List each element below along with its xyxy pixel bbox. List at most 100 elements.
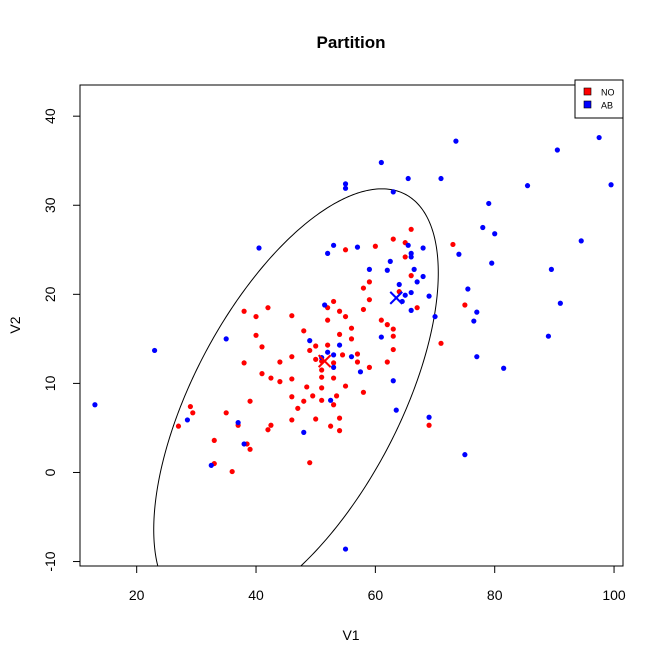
data-point-ab	[354, 244, 361, 250]
legend-label-no: NO	[601, 88, 615, 98]
data-point-no	[295, 405, 301, 411]
data-point-ab	[492, 231, 498, 237]
data-point-no	[402, 254, 408, 260]
data-point-no	[342, 383, 349, 389]
data-point-no	[342, 313, 349, 320]
data-point-ab	[184, 417, 191, 423]
data-point-no	[384, 322, 390, 328]
data-point-no	[325, 317, 331, 323]
data-point-ab	[548, 266, 554, 272]
data-point-ab	[330, 242, 337, 248]
data-points	[92, 101, 614, 552]
data-point-no	[310, 393, 316, 399]
data-point-ab	[524, 183, 531, 189]
data-point-no	[313, 343, 319, 349]
data-point-no	[348, 336, 355, 342]
legend-swatch-no	[583, 87, 592, 96]
data-point-ab	[151, 347, 158, 354]
data-point-ab	[405, 242, 411, 248]
y-tick-label: 20	[42, 286, 58, 302]
data-point-no	[426, 422, 432, 428]
data-point-ab	[378, 159, 384, 166]
x-tick-label: 20	[129, 587, 145, 603]
data-point-ab	[402, 292, 408, 298]
x-tick-label: 100	[602, 587, 626, 603]
centroid-ab	[389, 291, 403, 305]
data-point-no	[253, 332, 259, 338]
data-point-ab	[390, 378, 396, 384]
data-point-no	[289, 394, 295, 400]
confidence-ellipse	[153, 188, 439, 566]
data-point-no	[247, 446, 253, 452]
data-point-no	[319, 397, 325, 403]
data-point-ab	[426, 293, 432, 299]
y-tick-label: -10	[42, 551, 58, 571]
x-tick-label: 60	[368, 587, 384, 603]
data-point-no	[289, 417, 295, 423]
data-point-ab	[432, 313, 438, 320]
data-point-no	[390, 326, 396, 332]
data-point-no	[259, 371, 265, 377]
data-point-no	[265, 305, 271, 311]
data-point-no	[289, 313, 295, 319]
legend-label-ab: AB	[601, 101, 613, 111]
data-point-no	[339, 352, 346, 358]
data-point-no	[265, 427, 271, 433]
data-point-no	[366, 364, 373, 370]
data-point-ab	[322, 302, 328, 308]
data-point-ab	[325, 250, 331, 256]
data-point-no	[247, 398, 253, 404]
data-point-no	[229, 468, 235, 475]
data-point-no	[301, 328, 307, 334]
data-point-no	[253, 313, 259, 320]
data-point-ab	[405, 175, 411, 182]
data-point-no	[175, 423, 182, 429]
data-point-ab	[241, 441, 247, 447]
data-point-no	[330, 360, 337, 366]
x-tick-label: 40	[248, 587, 264, 603]
x-axis: 20 40 60 80 100	[129, 565, 626, 603]
data-point-no	[366, 297, 373, 303]
data-point-no	[319, 374, 325, 380]
data-point-ab	[486, 200, 492, 207]
data-point-ab	[471, 318, 477, 324]
x-tick-label: 80	[487, 587, 503, 603]
data-point-no	[325, 342, 331, 348]
data-point-no	[307, 460, 313, 466]
data-point-no	[330, 298, 337, 305]
centroid-no	[317, 354, 332, 368]
data-point-no	[304, 384, 310, 390]
data-point-no	[336, 415, 343, 421]
data-point-no	[390, 236, 396, 242]
data-point-ab	[608, 182, 614, 188]
plot-frame	[79, 84, 624, 567]
data-point-ab	[256, 245, 262, 251]
data-point-ab	[557, 300, 563, 306]
data-point-no	[408, 226, 414, 232]
data-point-no	[223, 410, 229, 416]
data-point-no	[330, 402, 337, 408]
data-point-no	[277, 379, 283, 385]
data-point-no	[372, 243, 378, 249]
data-point-no	[348, 325, 355, 331]
data-point-no	[328, 423, 334, 429]
data-point-ab	[393, 407, 399, 413]
data-point-no	[408, 273, 414, 279]
data-point-no	[354, 359, 361, 365]
data-point-no	[366, 279, 373, 285]
data-point-ab	[596, 134, 602, 141]
legend-swatch-ab	[583, 100, 592, 109]
data-point-ab	[545, 333, 552, 339]
data-point-ab	[411, 266, 417, 272]
data-point-ab	[420, 273, 426, 280]
data-point-no	[313, 416, 319, 422]
data-point-ab	[330, 364, 337, 370]
data-point-ab	[420, 245, 426, 251]
data-point-ab	[396, 281, 402, 288]
data-point-no	[330, 375, 337, 381]
data-point-ab	[92, 402, 98, 408]
data-point-no	[277, 359, 283, 365]
data-point-ab	[235, 419, 241, 426]
data-point-no	[319, 367, 325, 373]
data-point-no	[450, 241, 456, 248]
